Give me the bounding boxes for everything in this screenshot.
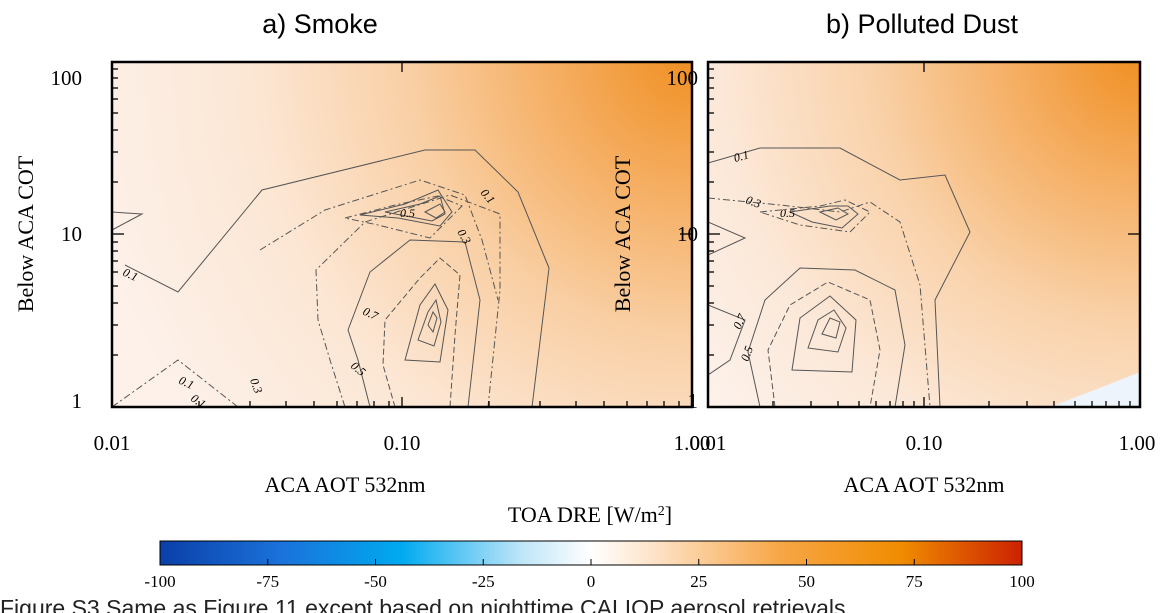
contour-line	[124, 149, 550, 407]
contour-label: 0.5	[780, 206, 795, 220]
contour-line	[708, 304, 746, 376]
panel-title: a) Smoke	[262, 9, 378, 39]
y-tick-label: 1	[688, 389, 699, 413]
colorbar-tick-label: 0	[587, 572, 596, 590]
contour-line	[708, 197, 931, 407]
y-tick-label: 10	[677, 222, 698, 246]
tick-labels: 100 10 1 0.01 0.10 1.00	[667, 66, 1156, 455]
y-tick-label: 100	[51, 66, 83, 90]
y-axis-label: Below ACA COT	[13, 155, 38, 312]
contour-label: 0.3	[247, 376, 265, 395]
contour-labels: 0.1 0.1 0.1 0.1 0.3 0.3 0.5 0.5 0.7	[121, 186, 498, 411]
contour-line	[315, 194, 501, 407]
contour-line	[359, 189, 453, 227]
colorbar-tick-label: -25	[472, 572, 495, 590]
colorbar-tick-labels: -100 -75 -50 -25 0 25 50 75 100	[144, 572, 1034, 590]
contour-line	[767, 281, 881, 407]
colorbar: TOA DRE [W/m2] -100 -75 -50 -25 0 25 50 …	[144, 502, 1034, 590]
contour-label: 0.1	[177, 373, 197, 392]
frequency-contours	[112, 149, 550, 407]
contour-line	[347, 239, 481, 407]
colorbar-tick-label: 25	[690, 572, 707, 590]
contour-line	[112, 211, 144, 231]
colorbar-tick-label: -100	[144, 572, 175, 590]
colorbar-ticks	[159, 559, 1023, 565]
colorbar-title: TOA DRE [W/m2]	[508, 502, 672, 527]
x-tick-label: 0.01	[94, 431, 131, 455]
figure-caption: Figure S3 Same as Figure 11 except based…	[0, 595, 852, 613]
contour-label: 0.3	[454, 227, 474, 247]
contour-line	[344, 195, 463, 239]
contour-line	[821, 317, 841, 339]
contour-line	[423, 203, 446, 219]
contour-label: 0.7	[361, 304, 381, 323]
contour-line	[708, 147, 971, 407]
contour-line	[759, 199, 871, 233]
contour-label: 0.3	[744, 193, 763, 211]
contour-label: 0.7	[730, 311, 749, 331]
x-tick-label: 0.10	[906, 431, 943, 455]
panel-title: b) Polluted Dust	[826, 9, 1019, 39]
contour-line	[791, 295, 857, 373]
contour-line	[807, 309, 847, 353]
contour-label: 0.1	[732, 147, 750, 164]
contour-line	[382, 257, 461, 407]
x-axis-label: ACA AOT 532nm	[265, 472, 426, 497]
ticks	[111, 61, 693, 408]
figure: a) Smoke 0.1 0.1 0.1 0.1 0.3 0.3 0.5	[13, 9, 1155, 590]
contour-line	[417, 298, 442, 347]
y-axis-label: Below ACA COT	[610, 155, 635, 312]
tick-labels: 100 10 1 0.01 0.10 1.00	[51, 66, 711, 455]
contour-line	[112, 359, 239, 407]
colorbar-tick-label: 75	[906, 572, 923, 590]
contour-line	[427, 310, 438, 334]
contour-line	[747, 267, 906, 407]
panel-smoke: a) Smoke 0.1 0.1 0.1 0.1 0.3 0.3 0.5	[13, 9, 710, 497]
y-tick-label: 100	[667, 66, 699, 90]
colorbar-tick-label: -50	[364, 572, 387, 590]
panel-polluted-dust: b) Polluted Dust 0.1 0.3 0.5 0.7 0.5	[610, 9, 1155, 497]
y-tick-label: 10	[61, 222, 82, 246]
ticks	[707, 61, 1141, 408]
contour-line	[818, 207, 850, 221]
contour-line	[404, 283, 449, 363]
contour-label: 0.1	[121, 265, 141, 284]
contour-label: 0.5	[400, 206, 415, 220]
x-tick-label: 0.01	[690, 431, 727, 455]
contour-line	[788, 205, 859, 229]
colorbar-tick-label: 100	[1009, 572, 1035, 590]
dre-field	[112, 62, 692, 407]
x-tick-label: 1.00	[1119, 431, 1156, 455]
x-tick-label: 1.00	[674, 431, 711, 455]
contour-label: 0.5	[738, 344, 756, 363]
colorbar-tick-label: -75	[256, 572, 279, 590]
contour-line	[384, 195, 446, 222]
colorbar-tick-label: 50	[798, 572, 815, 590]
dre-negative-region	[1050, 372, 1140, 407]
contour-line	[259, 179, 499, 301]
x-tick-label: 0.10	[384, 431, 421, 455]
contour-labels: 0.1 0.3 0.5 0.7 0.5	[730, 147, 795, 363]
contour-line	[708, 221, 747, 256]
dre-field	[708, 62, 1140, 407]
y-tick-label: 1	[72, 389, 83, 413]
x-axis-label: ACA AOT 532nm	[844, 472, 1005, 497]
frequency-contours	[708, 147, 971, 407]
